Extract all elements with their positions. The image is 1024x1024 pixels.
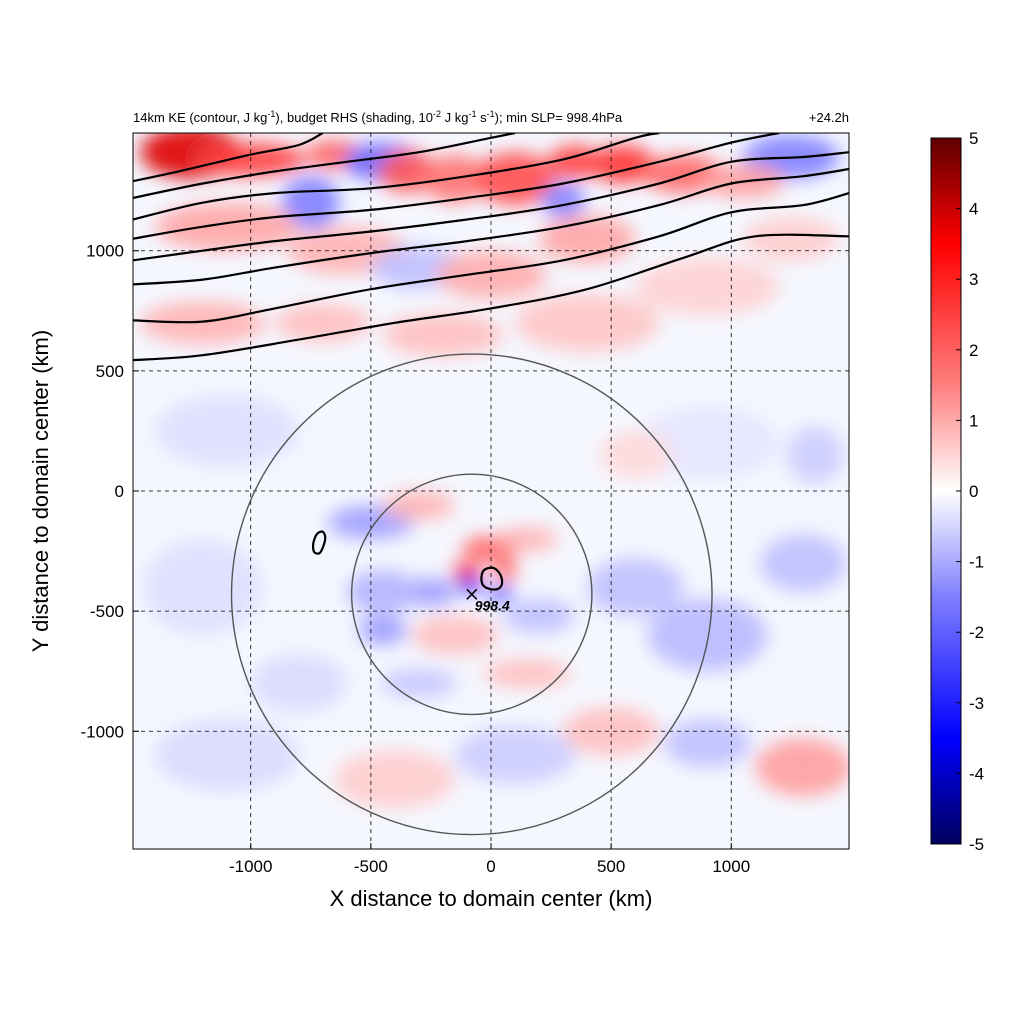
- colorbar-tick-label: 4: [969, 200, 978, 219]
- ke-contour-line: [133, 192, 849, 324]
- shading-blob: [274, 303, 371, 343]
- colorbar-tick-label: -5: [969, 835, 984, 854]
- shading-blob: [382, 491, 455, 520]
- chart-title: 14km KE (contour, J kg-1), budget RHS (s…: [133, 109, 623, 125]
- colorbar-tick-label: 1: [969, 411, 978, 430]
- shading-blob: [140, 301, 266, 345]
- shading-blob: [154, 394, 299, 467]
- shading-blob: [541, 183, 585, 218]
- radius-circle: [350, 473, 593, 716]
- colorbar-ticks: 5 4 3 2 1 0 -1 -2 -3 -4 -5: [956, 129, 984, 854]
- shading-blob: [454, 726, 576, 785]
- colorbar-tick-label: 2: [969, 341, 978, 360]
- ke-contour-line: [133, 133, 660, 221]
- ke-contour-line: [133, 167, 849, 286]
- radius-circle: [230, 353, 713, 836]
- shading-blob: [382, 313, 504, 357]
- y-tick-label: -500: [90, 602, 124, 621]
- shading-blob: [635, 257, 780, 316]
- ke-contour-line: [133, 133, 516, 199]
- min-slp-label: 998.4: [475, 597, 510, 613]
- shading-blob: [487, 587, 514, 602]
- shading-blob: [483, 659, 571, 689]
- shading-blob: [334, 750, 455, 809]
- time-label: +24.2h: [809, 110, 849, 125]
- shading-blob: [154, 719, 299, 792]
- shading-blob: [503, 599, 576, 633]
- ke-contour-line: [133, 133, 780, 240]
- ke-contour-line: [133, 151, 849, 262]
- y-tick-label: 1000: [86, 242, 124, 261]
- y-axis-ticks: 1000 500 0 -500 -1000: [81, 242, 139, 741]
- x-tick-label: 0: [486, 857, 495, 876]
- ke-contour-line: [133, 233, 849, 362]
- shading-blob: [563, 707, 660, 756]
- x-tick-label: 1000: [712, 857, 750, 876]
- min-slp-marker: [466, 588, 478, 600]
- colorbar-tick-label: -1: [969, 553, 984, 572]
- shading-blob: [647, 599, 768, 672]
- shading-blob: [411, 615, 499, 655]
- ke-closed-contour: [480, 566, 504, 591]
- ke-closed-contour: [311, 530, 327, 555]
- shading-blob: [743, 217, 840, 261]
- shading-blob: [663, 719, 751, 768]
- ke-contour-line: [133, 133, 324, 183]
- shading-blob: [599, 430, 672, 479]
- shading-blob: [358, 615, 407, 645]
- colorbar-tick-label: -4: [969, 764, 984, 783]
- radius-circles: [230, 353, 713, 836]
- plot-area: 998.4: [132, 132, 850, 850]
- x-tick-label: -1000: [229, 857, 272, 876]
- shading-blob: [760, 534, 847, 592]
- y-tick-label: -1000: [81, 722, 124, 741]
- colorbar-tick-label: 0: [969, 482, 978, 501]
- shading-blob: [435, 250, 547, 299]
- x-tick-label: -500: [354, 857, 388, 876]
- colorbar-tick-label: -3: [969, 694, 984, 713]
- shading-blob: [346, 570, 419, 614]
- y-tick-label: 500: [96, 362, 124, 381]
- y-axis-label: Y distance to domain center (km): [28, 330, 53, 652]
- colorbar: 5 4 3 2 1 0 -1 -2 -3 -4 -5: [930, 129, 984, 854]
- shading-blob: [587, 558, 684, 616]
- shading-blob: [459, 575, 479, 595]
- min-slp-marker-group: 998.4: [466, 588, 510, 613]
- shading-blob: [786, 426, 845, 484]
- colorbar-tick-label: 5: [969, 129, 978, 148]
- colorbar-tick-label: -2: [969, 623, 984, 642]
- shading-blob: [154, 202, 299, 251]
- colorbar-tick-label: 3: [969, 270, 978, 289]
- x-axis-ticks: -1000 -500 0 500 1000: [229, 843, 750, 876]
- shading-blob: [755, 738, 849, 797]
- shading-blob: [404, 577, 458, 607]
- shading-blob: [142, 539, 263, 636]
- x-axis-label: X distance to domain center (km): [330, 886, 653, 911]
- shading-blob: [493, 559, 518, 582]
- ke-contours: [133, 133, 849, 591]
- shading-blob: [515, 293, 660, 352]
- budget-shading: [140, 133, 849, 809]
- shading-blob: [495, 527, 559, 552]
- y-tick-label: 0: [115, 482, 124, 501]
- x-tick-label: 500: [597, 857, 625, 876]
- shading-blob: [250, 654, 347, 713]
